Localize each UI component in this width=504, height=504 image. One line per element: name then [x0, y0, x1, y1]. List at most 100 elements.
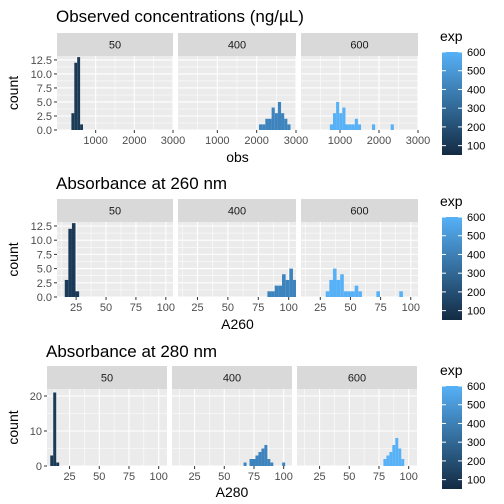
legend-title: exp: [440, 28, 463, 44]
facet-panel-600: 600 25 50 75 100: [297, 366, 418, 483]
chart-1: Observed concentrations (ng/µL) 50 1000 200…: [5, 7, 485, 165]
histogram-bar: [252, 459, 256, 466]
histogram-bar: [395, 438, 399, 466]
chart-2: Absorbance at 260 nm 50 25 50 75 100 400 25 50 75…: [5, 174, 485, 332]
histogram-bar: [357, 124, 362, 130]
legend-tick-label: 400: [467, 249, 485, 261]
x-axis-title: obs: [226, 149, 249, 165]
facet-panel-50: 50 25 50 75 100: [57, 199, 175, 314]
histogram-bar: [75, 291, 80, 297]
histogram-bar: [278, 285, 283, 297]
histogram-bar: [325, 291, 330, 297]
y-axis-title: count: [5, 76, 21, 110]
facet-panel-600: 600 1000 2000 3000: [301, 33, 430, 147]
y-tick-label: 2.5: [37, 111, 52, 123]
x-tick-label: 1000: [328, 135, 352, 147]
x-tick-label: 2000: [244, 135, 268, 147]
histogram-bar: [285, 279, 290, 297]
histogram-bar: [255, 455, 259, 466]
facet-panel-50: 50 25 50 75 100: [47, 366, 168, 483]
histogram-bar: [329, 124, 333, 130]
y-tick-label: 0: [36, 461, 42, 473]
x-tick-label: 50: [343, 471, 355, 483]
y-tick-label: 7.5: [37, 83, 52, 95]
colorbar-legend: exp 100 200 300 400 500 600: [440, 28, 485, 155]
histogram-bar: [282, 274, 286, 297]
y-axis-title: count: [5, 410, 21, 444]
histogram-bar: [268, 118, 272, 130]
colorbar: [442, 217, 462, 320]
histogram-bar: [64, 279, 69, 297]
histogram-bar: [351, 124, 355, 130]
x-tick-label: 75: [123, 471, 135, 483]
legend-tick-label: 500: [467, 231, 485, 243]
legend-title: exp: [440, 362, 463, 378]
histogram-bar: [386, 455, 390, 466]
legend-tick-label: 600: [467, 47, 485, 59]
histogram-bar: [53, 392, 57, 466]
x-tick-label: 50: [344, 302, 356, 314]
histogram-bar: [259, 124, 263, 130]
x-tick-label: 100: [400, 471, 418, 483]
histogram-bar: [277, 101, 282, 130]
histogram-bar: [401, 459, 405, 466]
histogram-bar: [282, 462, 286, 466]
facet-strip: [57, 33, 173, 56]
histogram-bar: [348, 124, 352, 130]
x-tick-label: 75: [130, 302, 142, 314]
histogram-bar: [249, 459, 253, 466]
facet-label: 400: [223, 373, 241, 385]
facet-strip: [178, 199, 296, 222]
x-tick-label: 75: [373, 471, 385, 483]
x-tick-label: 25: [63, 471, 75, 483]
colorbar: [442, 52, 462, 155]
histogram-bar: [243, 462, 247, 466]
x-tick-label: 3000: [161, 135, 185, 147]
facet-strip: [178, 33, 296, 56]
histogram-bar: [262, 124, 266, 130]
histogram-bar: [287, 124, 291, 130]
facet-label: 50: [101, 373, 113, 385]
facet-panel-400: 400 1000 2000 3000: [178, 33, 308, 147]
legend-title: exp: [440, 193, 463, 209]
histogram-bar: [354, 118, 358, 130]
histogram-bar: [371, 124, 376, 130]
histogram-bar: [329, 279, 333, 297]
y-tick-label: 12.5: [31, 55, 52, 67]
histogram-bar: [274, 285, 279, 297]
x-tick-label: 25: [188, 471, 200, 483]
x-tick-label: 100: [275, 471, 293, 483]
facet-strip: [301, 33, 418, 56]
legend-tick-label: 300: [467, 437, 485, 449]
colorbar: [442, 386, 462, 489]
x-tick-label: 25: [313, 471, 325, 483]
x-tick-label: 100: [402, 302, 420, 314]
facet-strip: [47, 366, 167, 389]
histogram-bar: [265, 118, 269, 130]
histogram-bar: [284, 118, 288, 130]
histogram-bar: [354, 285, 359, 297]
x-axis-title: A280: [216, 484, 249, 500]
histogram-bar: [264, 445, 268, 466]
legend-tick-label: 500: [467, 66, 485, 78]
histogram-bar: [271, 107, 275, 130]
histogram-bar: [71, 113, 75, 130]
histogram-bar: [347, 291, 352, 297]
x-tick-label: 2000: [367, 135, 391, 147]
histogram-bar: [77, 57, 81, 130]
facet-label: 600: [350, 40, 368, 52]
histogram-bar: [68, 228, 72, 297]
histogram-bar: [267, 459, 271, 466]
legend-tick-label: 200: [467, 456, 485, 468]
legend-tick-label: 100: [467, 306, 485, 318]
histogram-bar: [332, 268, 337, 297]
x-tick-label: 75: [374, 302, 386, 314]
facet-panel-400: 400 25 50 75 100: [172, 366, 293, 483]
histogram-bar: [289, 268, 293, 297]
histogram-bar: [74, 62, 78, 130]
histogram-bar: [80, 124, 84, 130]
legend-tick-label: 200: [467, 287, 485, 299]
histogram-bar: [270, 462, 274, 466]
facet-panel-400: 400 25 50 75 100: [178, 199, 298, 314]
